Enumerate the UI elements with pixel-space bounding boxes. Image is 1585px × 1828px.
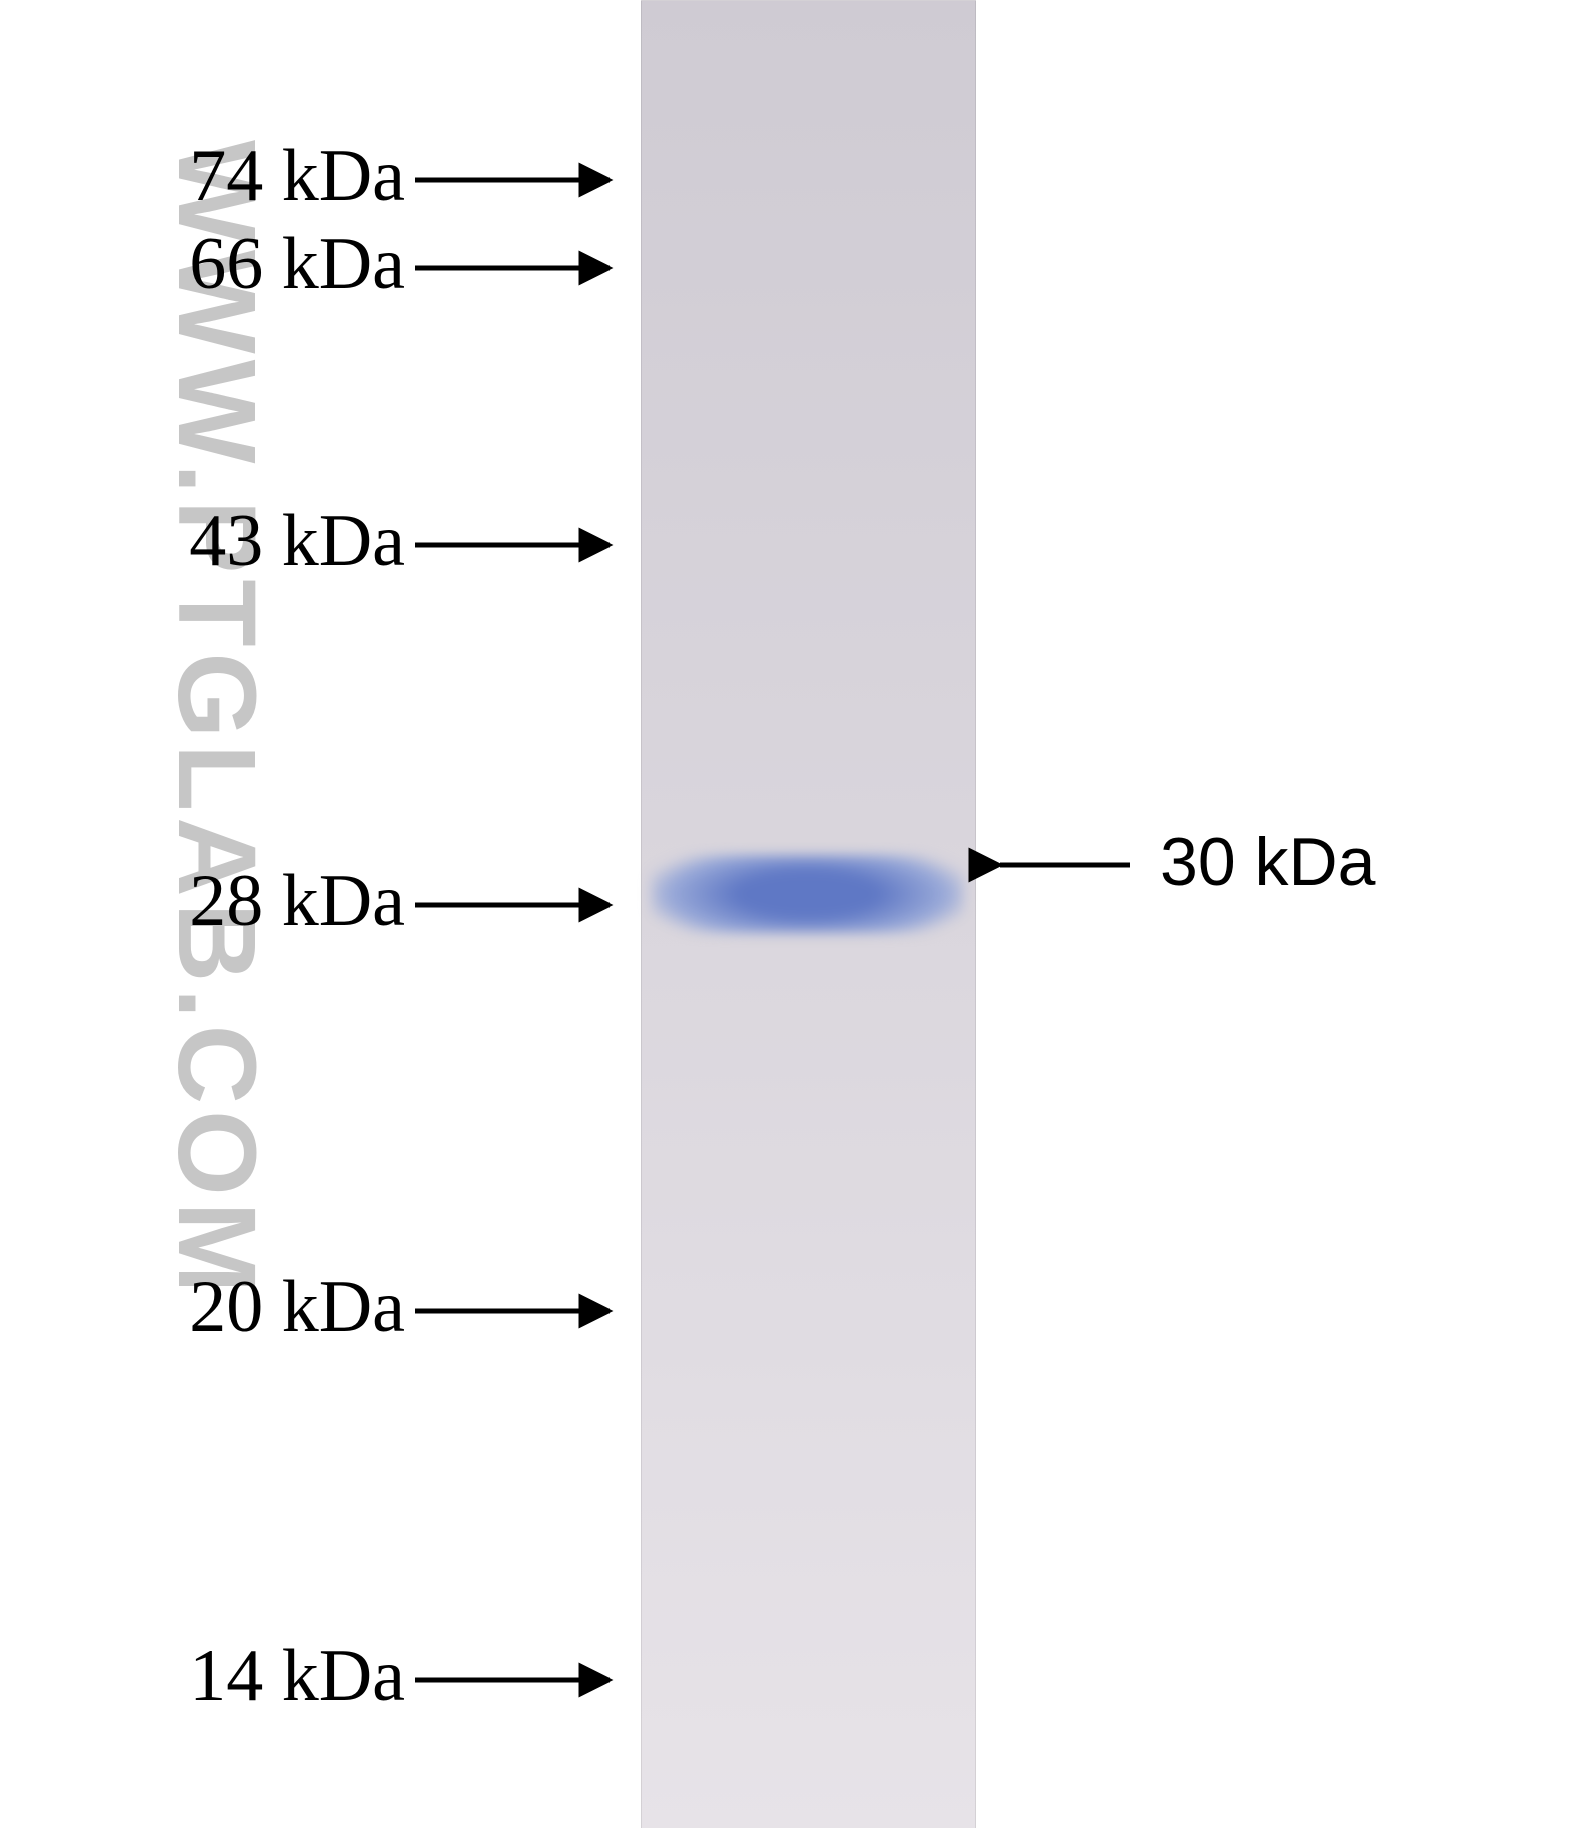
mw-marker-label: 28 kDa [189, 859, 405, 944]
watermark-text: WWW.PTGLAB.COM [153, 140, 280, 1299]
mw-marker-label: 14 kDa [189, 1634, 405, 1719]
arrow-icon [395, 1660, 630, 1700]
arrow-icon [395, 248, 630, 288]
mw-marker-label: 74 kDa [189, 134, 405, 219]
sample-band-label: 30 kDa [1160, 823, 1375, 901]
mw-marker-label: 43 kDa [189, 499, 405, 584]
arrow-icon [395, 1291, 630, 1331]
arrow-icon [980, 845, 1150, 885]
arrow-icon [395, 160, 630, 200]
protein-band [651, 855, 964, 933]
gel-diagram: WWW.PTGLAB.COM 74 kDa66 kDa 43 kDa 28 kDa 2… [0, 0, 1585, 1828]
arrow-icon [395, 525, 630, 565]
mw-marker-label: 20 kDa [189, 1265, 405, 1350]
arrow-icon [395, 885, 630, 925]
mw-marker-label: 66 kDa [189, 222, 405, 307]
